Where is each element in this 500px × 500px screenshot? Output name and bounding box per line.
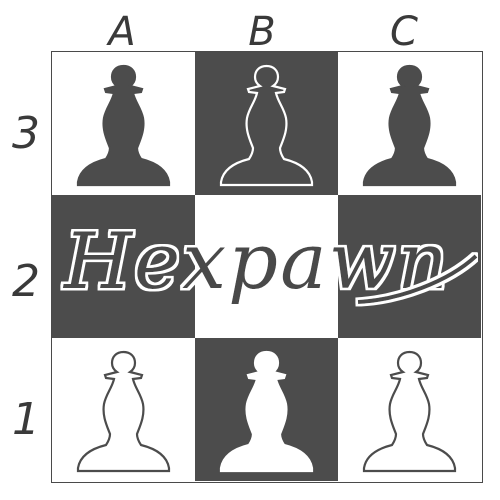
game-title-logo: Hexpawn	[62, 217, 478, 307]
square-a2[interactable]	[52, 195, 195, 338]
game-board	[51, 51, 483, 483]
square-b3[interactable]	[195, 52, 338, 195]
row-label-1: 1	[12, 394, 40, 445]
game-title-text: Hexpawn	[62, 217, 450, 307]
square-b1[interactable]	[195, 338, 338, 481]
game-title: Hexpawn	[58, 212, 478, 322]
column-label-a: A	[108, 9, 136, 55]
square-c3[interactable]	[338, 52, 481, 195]
row-label-3: 3	[12, 108, 40, 159]
square-c2[interactable]	[338, 195, 481, 338]
row-label-2: 2	[12, 256, 40, 307]
square-c1[interactable]	[338, 338, 481, 481]
black-pawn-icon	[76, 64, 171, 187]
column-label-b: B	[248, 9, 276, 55]
white-pawn-icon	[76, 350, 171, 473]
black-pawn-icon	[219, 64, 314, 187]
square-b2[interactable]	[195, 195, 338, 338]
square-a3[interactable]	[52, 52, 195, 195]
white-pawn-icon	[219, 350, 314, 473]
black-pawn-icon	[362, 64, 457, 187]
square-a1[interactable]	[52, 338, 195, 481]
column-label-c: C	[390, 9, 418, 55]
white-pawn-icon	[362, 350, 457, 473]
